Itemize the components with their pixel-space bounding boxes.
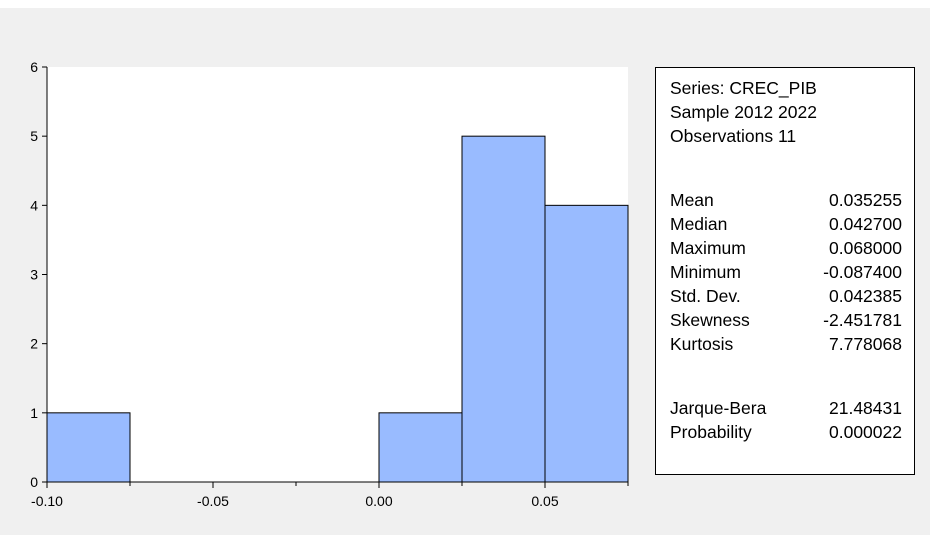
y-tick-label: 0 [30,474,38,490]
x-tick-label: -0.10 [31,493,63,509]
stat-row-maximum: Maximum 0.068000 [670,238,902,262]
stat-value: 7.778068 [829,334,902,354]
stat-value: 0.042700 [829,214,902,234]
bars-layer [46,135,629,483]
y-tick-label: 4 [30,197,38,213]
observations-count: Observations 11 [670,126,797,146]
stat-row-minimum: Minimum -0.087400 [670,262,902,286]
x-tick-label: -0.05 [197,493,229,509]
stat-row-skewness: Skewness -2.451781 [670,310,902,334]
stat-row-jarque-bera: Jarque-Bera 21.48431 [670,398,902,422]
top-band [0,0,930,8]
stat-value: -2.451781 [823,310,902,330]
histogram-bar [544,204,629,483]
stat-label: Jarque-Bera [670,398,767,418]
stat-label: Std. Dev. [670,286,741,306]
stat-label: Maximum [670,238,746,258]
stat-label: Probability [670,422,752,442]
series-name: Series: CREC_PIB [670,78,817,98]
stat-value: -0.087400 [823,262,902,282]
stat-value: 0.000022 [829,422,902,442]
stat-label: Minimum [670,262,741,282]
ticks-layer: 0 1 2 3 4 5 6 -0.10 -0.05 0.00 0.05 [30,59,629,509]
y-tick-label: 1 [30,405,38,421]
stat-value: 0.035255 [829,190,902,210]
histogram-bar [461,135,546,483]
stat-row-std-dev: Std. Dev. 0.042385 [670,286,902,310]
stat-row-mean: Mean 0.035255 [670,190,902,214]
stat-label: Mean [670,190,714,210]
y-tick-label: 6 [30,59,38,75]
histogram-bar [378,412,463,483]
stat-value: 0.042385 [829,286,902,306]
stat-label: Skewness [670,310,750,330]
descriptive-stats-box: Series: CREC_PIB Sample 2012 2022 Observ… [655,67,915,475]
stat-value: 21.48431 [829,398,902,418]
histogram-bar [46,412,131,483]
y-tick-label: 3 [30,267,38,283]
x-tick-label: 0.05 [531,493,558,509]
y-tick-label: 5 [30,128,38,144]
x-tick-label: 0.00 [365,493,392,509]
stat-value: 0.068000 [829,238,902,258]
stat-label: Median [670,214,728,234]
stat-row-kurtosis: Kurtosis 7.778068 [670,334,902,358]
y-tick-label: 2 [30,336,38,352]
sample-range: Sample 2012 2022 [670,102,817,122]
stat-label: Kurtosis [670,334,734,354]
stat-row-probability: Probability 0.000022 [670,422,902,446]
stat-row-median: Median 0.042700 [670,214,902,238]
